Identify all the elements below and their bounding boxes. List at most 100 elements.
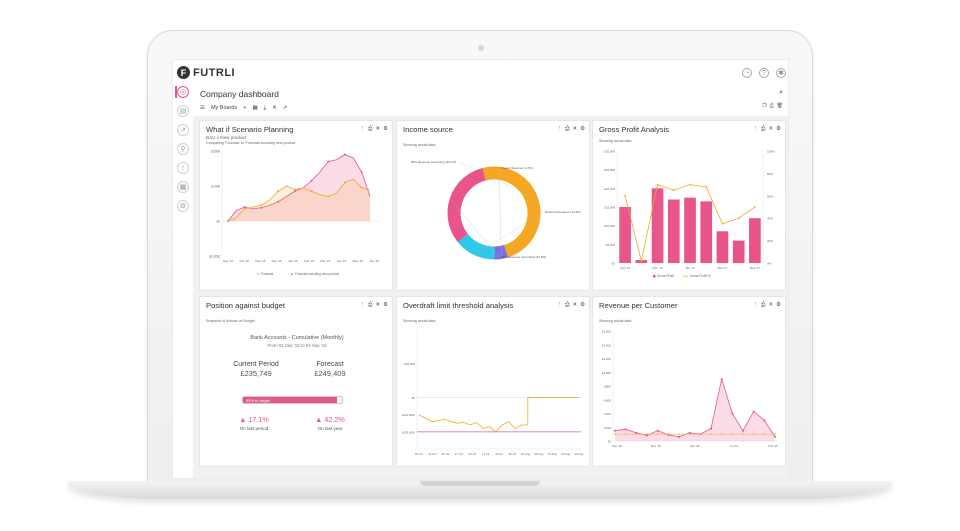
x-tick-label: 01 Aug bbox=[521, 452, 530, 456]
alert-icon[interactable]: ! bbox=[177, 162, 189, 174]
percent-point bbox=[721, 222, 724, 225]
x-tick-label: Sep '16 bbox=[223, 259, 233, 263]
more-icon[interactable]: ⋮ bbox=[752, 302, 759, 308]
close-icon[interactable]: ✕ bbox=[572, 302, 578, 308]
close-icon[interactable]: ✕ bbox=[768, 302, 774, 308]
print-icon[interactable]: ⎙ bbox=[761, 302, 766, 308]
bar bbox=[684, 197, 696, 263]
close-icon[interactable]: ✕ bbox=[375, 302, 381, 308]
more-icon[interactable]: ⋮ bbox=[556, 126, 563, 132]
x-tick-label: Nov '16 bbox=[255, 259, 265, 263]
widget-tools: ⋮ ⎙ ✕ ⚙ bbox=[360, 302, 388, 309]
share-icon[interactable]: ➚ bbox=[282, 105, 288, 111]
copy-icon[interactable]: ❐ bbox=[762, 103, 767, 109]
x-tick-label: Apr '16 bbox=[337, 259, 347, 263]
bar bbox=[700, 201, 713, 263]
close-icon[interactable]: ✕ bbox=[768, 126, 774, 132]
data-point bbox=[310, 179, 313, 182]
target-progress-bar: 95% to target bbox=[242, 396, 343, 404]
settings-icon[interactable]: ⚙ bbox=[383, 126, 388, 132]
average-point bbox=[720, 433, 723, 435]
laptop-notch bbox=[420, 481, 540, 486]
slice-label: RPC Revenue (recurring) (49.1%) bbox=[411, 160, 456, 164]
settings-icon[interactable]: ⚙ bbox=[776, 302, 781, 308]
add-icon[interactable]: + bbox=[243, 105, 247, 111]
y2-tick-label: 100% bbox=[767, 150, 775, 154]
y-tick-label: £400 bbox=[604, 412, 611, 416]
y-tick-label: £1,400 bbox=[602, 343, 612, 347]
integrations-icon[interactable]: ⚙ bbox=[177, 200, 189, 212]
print-icon[interactable]: ⎙ bbox=[368, 302, 373, 308]
trend-icon[interactable]: ↗ bbox=[177, 124, 189, 136]
x-tick-label: Sep '15 bbox=[612, 444, 622, 448]
widget-overdraft[interactable]: £20,000 £0 (£10,000) (£20,000) 06 Jun 13 Jun 2… bbox=[396, 296, 590, 467]
dashboard-icon[interactable]: ◎ bbox=[177, 86, 189, 98]
bell-icon[interactable]: ◔ bbox=[742, 68, 752, 78]
close-icon[interactable]: ✕ bbox=[272, 105, 277, 111]
revenue-per-customer-chart: £1,600 £1,400 £1,200 £1,000 £800 £600 £400 £200… bbox=[602, 330, 778, 449]
widget-budget[interactable]: Position against budget ⋮ ⎙ ✕ ⚙ Snapshot of… bbox=[199, 296, 393, 467]
widget-title: Overdraft limit threshold analysis bbox=[403, 301, 514, 310]
search-icon[interactable]: ⌕ bbox=[779, 89, 783, 96]
x-tick-label: Nov '16 bbox=[653, 266, 663, 270]
reports-icon[interactable]: ▤ bbox=[177, 105, 189, 117]
legend-marker bbox=[256, 272, 260, 275]
legend-label: Forecast bbox=[261, 272, 274, 276]
print-icon[interactable]: ⎙ bbox=[368, 126, 373, 132]
y-tick-label: £200 bbox=[604, 426, 611, 430]
print-icon[interactable]: ⎙ bbox=[769, 103, 774, 109]
more-icon[interactable]: ⋮ bbox=[556, 302, 563, 308]
bar bbox=[619, 207, 631, 263]
current-period-label: Current Period bbox=[233, 361, 279, 368]
x-tick-label: Oct '16 bbox=[768, 444, 778, 448]
account-name: Bank Accounts - Cumulative (Monthly) bbox=[250, 335, 344, 341]
revenue-point bbox=[688, 431, 691, 434]
print-icon[interactable]: ⎙ bbox=[761, 126, 766, 132]
data-point bbox=[293, 188, 296, 191]
settings-icon[interactable]: ⚙ bbox=[580, 302, 585, 308]
logo[interactable]: F FUTRLI bbox=[177, 66, 235, 79]
revenue-point bbox=[752, 410, 755, 413]
y2-tick-label: 20% bbox=[767, 239, 773, 243]
stat-last-year: ▲ 42.2% On last year bbox=[300, 415, 360, 431]
stat-last-year-value: ▲ 42.2% bbox=[315, 415, 345, 424]
data-point bbox=[327, 195, 330, 198]
y2-tick-label: 80% bbox=[767, 172, 773, 176]
print-icon[interactable]: ⎙ bbox=[565, 126, 570, 132]
settings-icon[interactable]: ⚙ bbox=[580, 126, 585, 132]
print-icon[interactable]: ⎙ bbox=[565, 302, 570, 308]
data-point bbox=[360, 186, 363, 189]
help-icon[interactable]: ? bbox=[759, 68, 769, 78]
delete-icon[interactable]: 🗑 bbox=[776, 103, 783, 109]
widget-revenue-per-customer[interactable]: £1,600 £1,400 £1,200 £1,000 £800 £600 £400 £200… bbox=[592, 296, 786, 467]
more-icon[interactable]: ⋮ bbox=[359, 302, 366, 308]
data-point bbox=[277, 200, 280, 203]
menu-icon[interactable]: ☰ bbox=[200, 105, 205, 111]
forecast-label: Forecast bbox=[316, 361, 344, 368]
x-tick-label: Jun '16 bbox=[369, 259, 379, 263]
x-tick-label: Apr '16 bbox=[690, 444, 700, 448]
x-tick-label: 27 Jun bbox=[455, 452, 464, 456]
boards-label[interactable]: My Boards bbox=[210, 105, 238, 111]
settings-icon[interactable]: ⚙ bbox=[383, 302, 388, 308]
scenario-icon[interactable]: ⚲ bbox=[177, 143, 189, 155]
widget-what-if[interactable]: £200k £100k £0 (£100k) Sep '16 Oct '16 Nov '16… bbox=[199, 120, 393, 291]
slice-label: BEO Revenue (recurring) (31.8%) bbox=[501, 255, 546, 259]
table-icon[interactable]: ▦ bbox=[177, 181, 189, 193]
close-icon[interactable]: ✕ bbox=[572, 126, 578, 132]
widget-title: What if Scenario Planning bbox=[206, 125, 294, 134]
percent-point bbox=[656, 183, 659, 186]
widget-gross-profit[interactable]: £30,000 £25,000 £20,000 £15,000 £10,000 £5,00… bbox=[592, 120, 786, 291]
revenue-point bbox=[763, 419, 766, 422]
more-icon[interactable]: ⋮ bbox=[752, 126, 759, 132]
x-tick-label: Dec '16 bbox=[272, 259, 282, 263]
widget-income-source[interactable]: RPC Revenue (recurring) (49.1%) Project R… bbox=[396, 120, 590, 291]
gear-icon[interactable]: ✱ bbox=[776, 68, 786, 78]
close-icon[interactable]: ✕ bbox=[375, 126, 381, 132]
more-icon[interactable]: ⋮ bbox=[359, 126, 366, 132]
settings-icon[interactable]: ⚙ bbox=[776, 126, 781, 132]
bar bbox=[651, 188, 664, 263]
data-point bbox=[310, 190, 313, 193]
download-icon[interactable]: ⤓ bbox=[263, 104, 267, 111]
grid-icon[interactable]: ▦ bbox=[252, 105, 258, 111]
